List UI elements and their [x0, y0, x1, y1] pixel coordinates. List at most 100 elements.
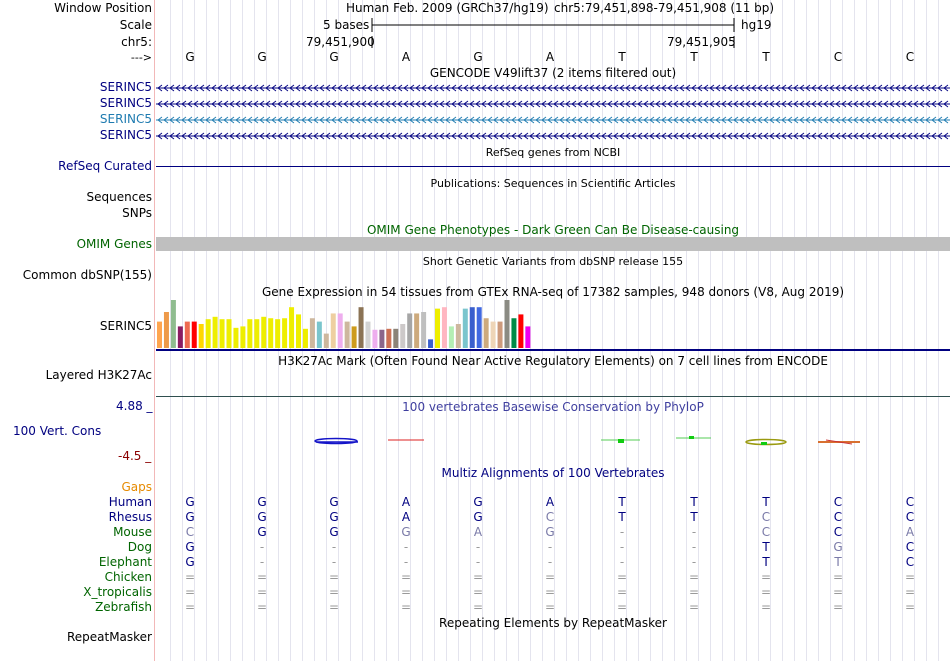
gtex-tissue-bar[interactable]: [462, 308, 468, 348]
publications-label[interactable]: Sequences: [86, 190, 152, 204]
h3k27ac-label[interactable]: Layered H3K27Ac: [45, 368, 152, 382]
gtex-tissue-bar[interactable]: [282, 318, 288, 348]
gtex-tissue-bar[interactable]: [316, 321, 322, 348]
gtex-tissue-bar[interactable]: [268, 318, 274, 348]
gtex-tissue-bar[interactable]: [358, 307, 364, 348]
publications-label[interactable]: SNPs: [122, 206, 152, 220]
gtex-tissue-bar[interactable]: [455, 324, 461, 348]
dbsnp-label[interactable]: Common dbSNP(155): [22, 268, 152, 282]
gtex-tissue-bar[interactable]: [469, 307, 475, 348]
multiz-species-label[interactable]: Chicken: [104, 570, 152, 584]
gtex-tissue-bar[interactable]: [525, 326, 531, 348]
gencode-title[interactable]: GENCODE V49lift37 (2 items filtered out): [429, 66, 677, 80]
gtex-tissue-bar[interactable]: [379, 329, 385, 348]
gtex-tissue-bar[interactable]: [518, 314, 524, 348]
gtex-tissue-bar[interactable]: [261, 316, 267, 348]
repeatmasker-label[interactable]: RepeatMasker: [66, 630, 152, 644]
multiz-species-label[interactable]: X_tropicalis: [83, 585, 152, 599]
gtex-tissue-bar[interactable]: [372, 329, 378, 348]
grid-line: [842, 0, 843, 661]
multiz-species-label[interactable]: Elephant: [98, 555, 152, 569]
multiz-base: A: [905, 525, 915, 539]
gtex-tissue-bar[interactable]: [233, 327, 239, 348]
gtex-tissue-bar[interactable]: [483, 318, 489, 348]
h3k27ac-title[interactable]: H3K27Ac Mark (Often Found Near Active Re…: [278, 354, 828, 368]
gtex-tissue-bar[interactable]: [219, 319, 225, 348]
gtex-tissue-bar[interactable]: [198, 324, 204, 348]
gencode-track-label[interactable]: SERINC5: [99, 112, 152, 126]
gtex-tissue-bar[interactable]: [296, 314, 301, 348]
gtex-tissue-bar[interactable]: [170, 300, 176, 348]
refseq-label[interactable]: RefSeq Curated: [58, 159, 152, 173]
gtex-tissue-bar[interactable]: [386, 328, 392, 348]
multiz-species-label[interactable]: Mouse: [113, 525, 152, 539]
multiz-species-label[interactable]: Rhesus: [108, 510, 152, 524]
gtex-tissue-bar[interactable]: [511, 318, 517, 348]
gtex-tissue-bar[interactable]: [240, 326, 246, 348]
gtex-tissue-bar[interactable]: [163, 312, 169, 348]
gtex-tissue-bar[interactable]: [428, 339, 434, 348]
gtex-tissue-bar[interactable]: [254, 319, 260, 348]
gtex-tissue-bar[interactable]: [497, 321, 503, 348]
refseq-title[interactable]: RefSeq genes from NCBI: [485, 146, 621, 159]
grid-line: [482, 0, 483, 661]
multiz-gaps-label[interactable]: Gaps: [121, 480, 152, 494]
gtex-tissue-bar[interactable]: [435, 308, 440, 348]
gtex-title[interactable]: Gene Expression in 54 tissues from GTEx …: [261, 285, 845, 299]
gtex-tissue-bar[interactable]: [448, 326, 454, 348]
multiz-title[interactable]: Multiz Alignments of 100 Vertebrates: [441, 466, 665, 480]
gtex-tissue-bar[interactable]: [365, 321, 371, 348]
gtex-tissue-bar[interactable]: [247, 319, 253, 348]
gtex-tissue-bar[interactable]: [302, 328, 308, 348]
repeatmasker-title[interactable]: Repeating Elements by RepeatMasker: [439, 616, 667, 630]
gtex-tissue-bar[interactable]: [177, 326, 183, 348]
phylop-signal[interactable]: [156, 430, 950, 450]
gtex-tissue-bar[interactable]: [407, 313, 413, 348]
gencode-track-label[interactable]: SERINC5: [99, 80, 152, 94]
gencode-transcripts[interactable]: [156, 80, 950, 144]
gtex-tissue-bar[interactable]: [351, 326, 357, 348]
gtex-tissue-bar[interactable]: [476, 307, 482, 348]
gtex-tissue-bar[interactable]: [441, 307, 447, 348]
position-text[interactable]: chr5:79,451,898-79,451,908 (11 bp): [554, 1, 775, 15]
omim-title[interactable]: OMIM Gene Phenotypes - Dark Green Can Be…: [366, 223, 740, 237]
gtex-tissue-bar[interactable]: [157, 321, 162, 348]
gtex-tissue-bar[interactable]: [490, 321, 496, 348]
gtex-tissue-bar[interactable]: [191, 321, 197, 348]
publications-title[interactable]: Publications: Sequences in Scientific Ar…: [430, 177, 676, 190]
gtex-tissue-bar[interactable]: [421, 312, 427, 348]
gtex-tissue-bar[interactable]: [275, 319, 281, 348]
multiz-species-label[interactable]: Zebrafish: [95, 600, 152, 614]
gtex-tissue-bar[interactable]: [337, 313, 343, 348]
gtex-tissue-bar[interactable]: [184, 321, 190, 348]
dbsnp-title[interactable]: Short Genetic Variants from dbSNP releas…: [422, 255, 684, 268]
gtex-tissue-bar[interactable]: [393, 328, 399, 348]
gtex-tissue-bar[interactable]: [205, 319, 211, 348]
multiz-species-label[interactable]: Human: [108, 495, 152, 509]
omim-label[interactable]: OMIM Genes: [76, 237, 152, 251]
gtex-tissue-bar[interactable]: [330, 313, 336, 348]
gtex-tissue-bar[interactable]: [414, 313, 420, 348]
gtex-tissue-bar[interactable]: [400, 324, 406, 348]
gtex-tissue-bar[interactable]: [289, 307, 295, 348]
gencode-track-label[interactable]: SERINC5: [99, 128, 152, 142]
omim-phenotype-bar[interactable]: [156, 237, 950, 251]
multiz-base: T: [690, 495, 698, 509]
phylop-title[interactable]: 100 vertebrates Basewise Conservation by…: [402, 400, 704, 414]
refseq-gene-line[interactable]: [156, 166, 950, 167]
gtex-tissue-bar[interactable]: [309, 318, 315, 348]
gtex-tissue-bar[interactable]: [323, 333, 329, 348]
gtex-tissue-bar[interactable]: [344, 321, 350, 348]
phylop-label[interactable]: 100 Vert. Cons: [13, 424, 102, 438]
gtex-bar-chart[interactable]: [156, 298, 950, 350]
gtex-gene-line[interactable]: [156, 349, 950, 351]
gtex-tissue-bar[interactable]: [504, 300, 510, 348]
gtex-tissue-bar[interactable]: [212, 316, 218, 348]
multiz-base: G: [329, 510, 339, 524]
gencode-strand-chevrons: [157, 84, 949, 92]
gtex-label[interactable]: SERINC5: [99, 319, 152, 333]
multiz-species-label[interactable]: Dog: [127, 540, 152, 554]
multiz-base: -: [619, 540, 625, 554]
gtex-tissue-bar[interactable]: [226, 319, 232, 348]
gencode-track-label[interactable]: SERINC5: [99, 96, 152, 110]
